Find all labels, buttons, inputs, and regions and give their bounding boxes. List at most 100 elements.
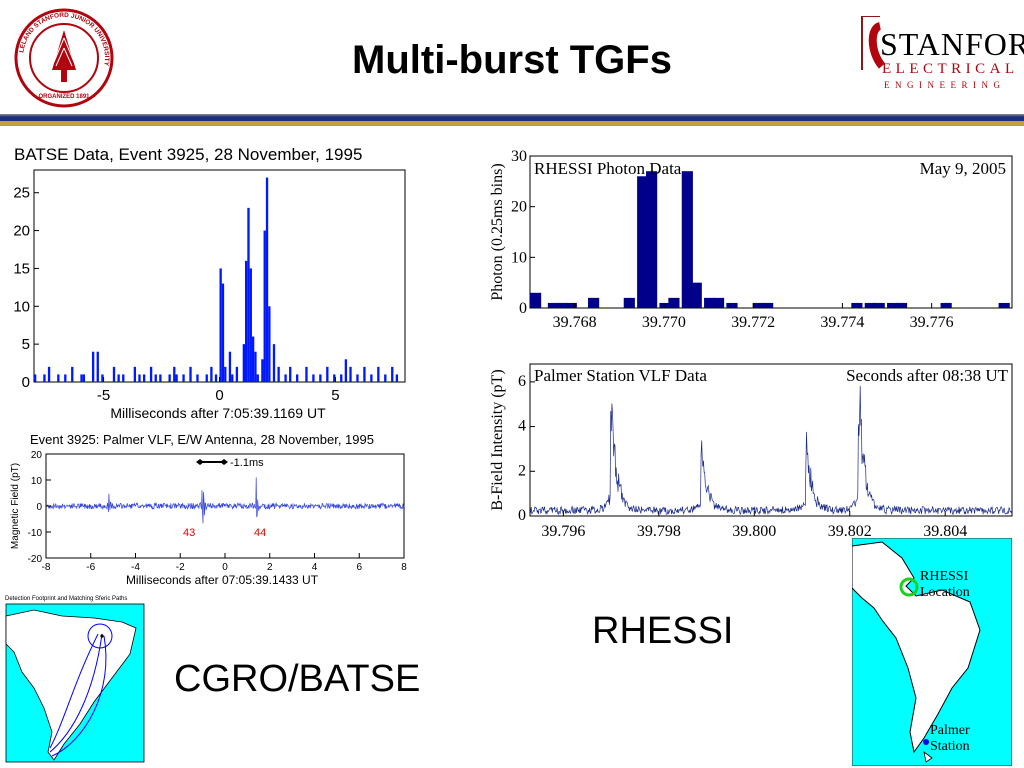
logo-line-electrical: ELECTRICAL [882, 61, 1019, 77]
batse-bar [254, 351, 257, 382]
ytick-label: 10 [31, 476, 43, 487]
svg-text:ORGANIZED 1891: ORGANIZED 1891 [38, 94, 90, 100]
rhessi-ytick-label: 0 [519, 300, 527, 317]
batse-title: BATSE Data, Event 3925, 28 November, 199… [14, 145, 362, 164]
batse-xtick-label: 0 [215, 387, 223, 404]
batse-bar [326, 366, 329, 382]
batse-bar [43, 374, 46, 382]
vlf2-plot-frame [529, 363, 1013, 517]
batse-bar [214, 374, 218, 382]
batse-bar [112, 366, 116, 382]
batse-chart: BATSE Data, Event 3925, 28 November, 199… [13, 145, 406, 421]
map-left-title: Detection Footprint and Matching Sferic … [5, 596, 127, 602]
xtick-label: 39.798 [637, 523, 681, 540]
batse-bar [251, 336, 255, 382]
ytick-label: 0 [518, 507, 526, 524]
batse-ytick-label: 0 [22, 374, 30, 391]
batse-bar [138, 374, 141, 382]
caption-rhessi: RHESSI [592, 610, 734, 652]
batse-bar [154, 374, 157, 382]
rhessi-bar [623, 297, 635, 308]
batse-bar [265, 177, 269, 382]
batse-bar [247, 207, 250, 382]
rhessi-location-label-2: Location [920, 585, 970, 600]
palmer-vlf-1995-chart: Event 3925: Palmer VLF, E/W Antenna, 28 … [10, 432, 407, 587]
xtick-label: 4 [312, 562, 318, 573]
rhessi-bar [646, 171, 658, 308]
batse-bar [268, 306, 271, 382]
rhessi-bar [530, 292, 542, 308]
trace-line [529, 385, 1013, 516]
detection-footprint-map: Detection Footprint and Matching Sferic … [4, 592, 146, 764]
batse-ytick-label: 10 [13, 298, 30, 315]
rhessi-location-label: RHESSI [920, 569, 969, 584]
batse-bar [296, 374, 299, 382]
ytick-label: 2 [518, 462, 526, 479]
rhessi-title: RHESSI Photon Data [534, 159, 682, 178]
ytick-label: 4 [518, 418, 526, 435]
rhessi-bar [851, 302, 863, 308]
batse-ytick-label: 25 [13, 185, 30, 202]
rhessi-ytick-label: 10 [511, 249, 527, 266]
xtick-label: -2 [176, 562, 185, 573]
logo-line-engineering: ENGINEERING [884, 80, 1006, 90]
rhessi-bar [556, 302, 568, 308]
batse-bar [221, 283, 225, 382]
batse-bar [96, 351, 99, 382]
logo-line-stanford: STANFORD [880, 26, 1024, 62]
rhessi-bar [637, 176, 649, 308]
caption-cgro-batse: CGRO/BATSE [174, 658, 421, 700]
rhessi-photon-chart: 39.768 39.770 39.772 39.774 39.776 0 10 20 30 RH… [489, 148, 1013, 331]
rhessi-bar [690, 282, 702, 308]
batse-bar [159, 374, 162, 382]
rhessi-bar [547, 302, 560, 308]
xtick-label: 39.796 [541, 523, 585, 540]
batse-bar [356, 374, 359, 382]
rhessi-ytick-label: 30 [511, 148, 527, 165]
batse-bar [142, 374, 146, 382]
batse-bar [80, 374, 83, 382]
rhessi-bar [681, 171, 693, 308]
batse-bar [182, 374, 185, 382]
xtick-label: -4 [131, 562, 140, 573]
xtick-label: -8 [42, 562, 51, 573]
rhessi-bar [864, 302, 876, 308]
batse-bar [189, 366, 192, 382]
batse-bar [395, 374, 399, 382]
batse-bar [340, 374, 343, 382]
ytick-label: 0 [36, 502, 42, 513]
batse-bar [370, 374, 373, 382]
batse-xtick-label: -5 [97, 387, 110, 404]
batse-bar [242, 344, 246, 382]
batse-bar [101, 374, 104, 382]
batse-bar [205, 374, 208, 382]
rhessi-xtick-label: 39.774 [820, 314, 864, 331]
rhessi-bar [659, 302, 671, 308]
xtick-label: 6 [356, 562, 362, 573]
stanford-ee-logo: STANFORD ELECTRICAL ENGINEERING [858, 15, 1024, 96]
rhessi-bar [726, 302, 738, 308]
rhessi-plot-frame [529, 155, 1013, 309]
ytick-label: -20 [28, 554, 43, 565]
batse-ytick-label: 15 [13, 260, 30, 277]
batse-bar [219, 268, 222, 382]
batse-bar [249, 268, 252, 382]
batse-bar [261, 359, 264, 382]
time-difference-label: -1.1ms [230, 457, 264, 469]
xtick-label: 2 [267, 562, 273, 573]
batse-bar [47, 366, 51, 382]
rhessi-ylabel: Photon (0.25ms bins) [489, 163, 506, 300]
header-rule [0, 114, 1024, 126]
event-label-44: 44 [254, 527, 266, 539]
batse-ytick-label: 20 [13, 223, 30, 240]
vlf2-title: Palmer Station VLF Data [534, 366, 707, 385]
batse-bar [312, 374, 315, 382]
batse-bar [344, 359, 348, 382]
xtick-label: 39.800 [732, 523, 776, 540]
batse-bar [196, 374, 199, 382]
batse-bar [384, 374, 387, 382]
batse-bar [333, 374, 336, 382]
xtick-label: -6 [86, 562, 95, 573]
batse-bar [168, 374, 171, 382]
rhessi-xtick-label: 39.770 [642, 314, 686, 331]
